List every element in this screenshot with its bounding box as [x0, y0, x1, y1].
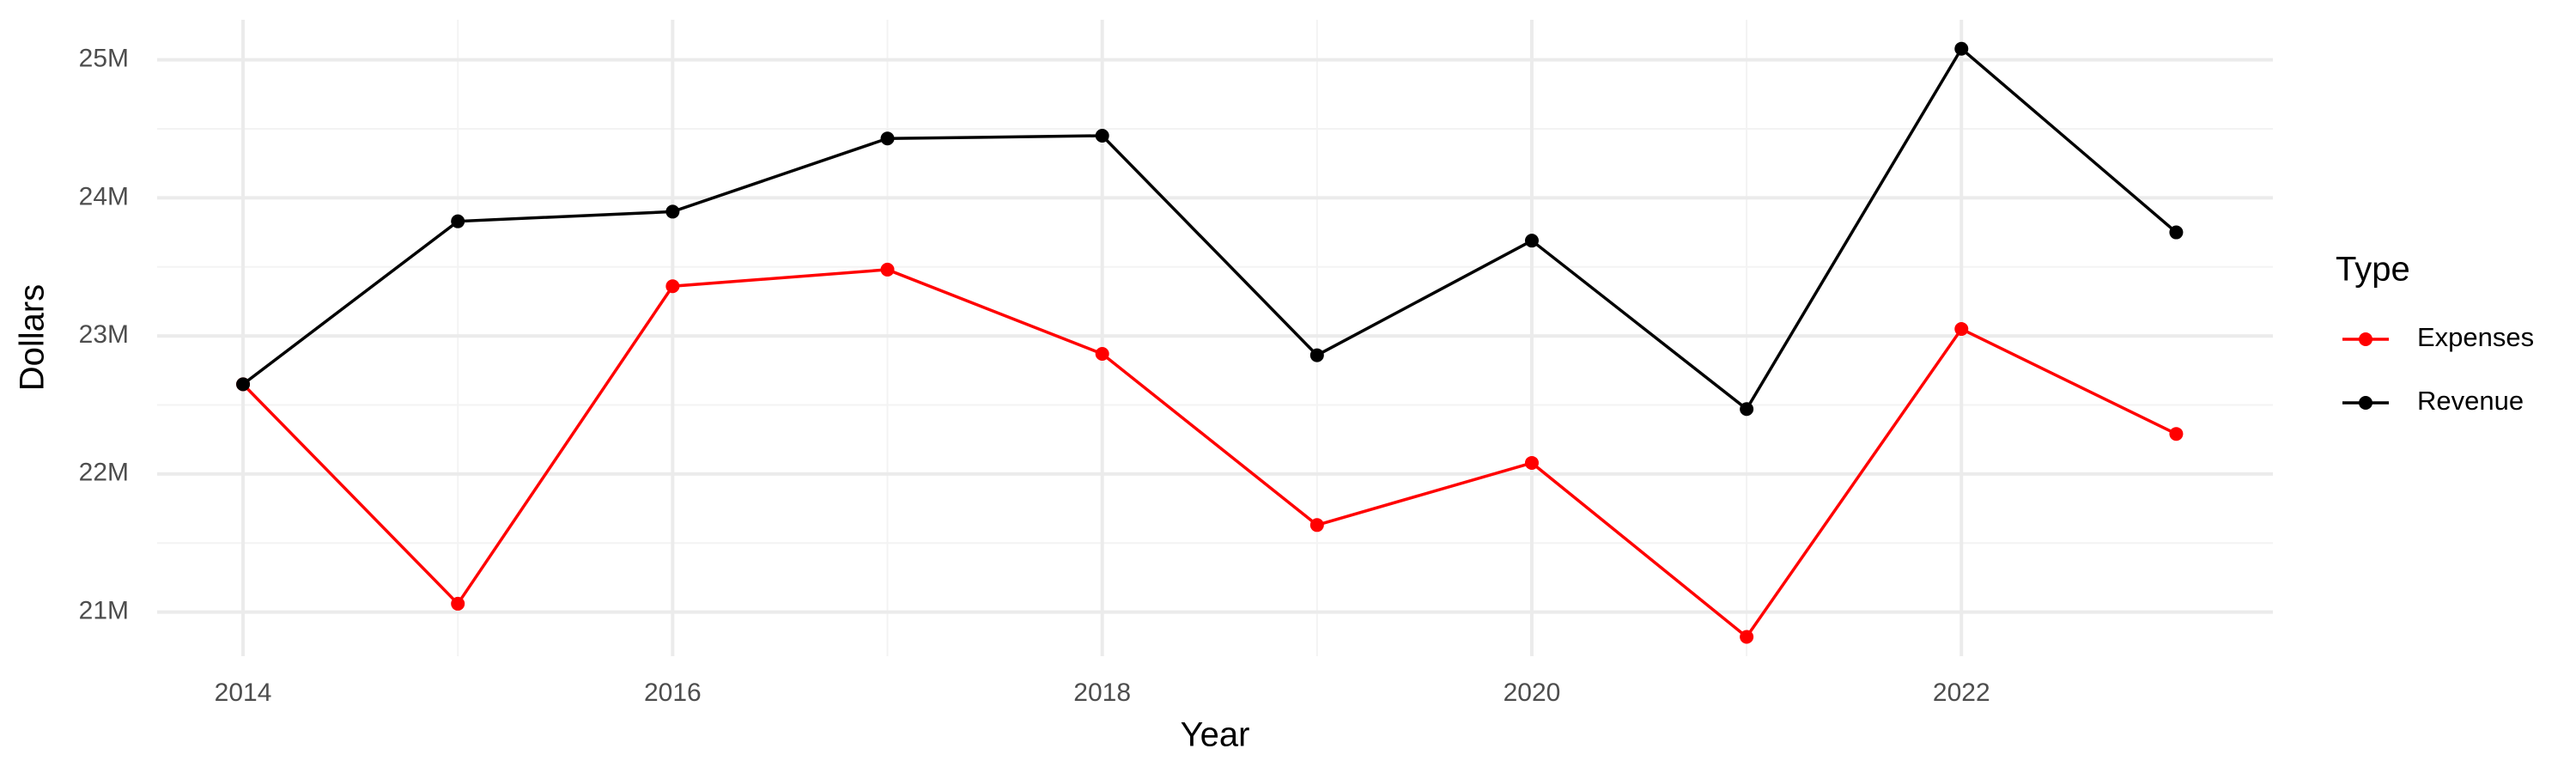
- data-point: [1740, 630, 1754, 644]
- legend-label: Expenses: [2417, 322, 2534, 352]
- series-line: [241, 268, 2178, 640]
- y-tick-label: 24M: [79, 182, 129, 210]
- y-tick-label: 21M: [79, 596, 129, 624]
- data-point: [1954, 322, 1969, 337]
- data-point: [1095, 129, 1109, 143]
- x-tick-label: 2016: [644, 679, 702, 707]
- x-tick-label: 2018: [1073, 679, 1131, 707]
- y-tick-label: 25M: [79, 45, 129, 73]
- y-axis-title: Dollars: [14, 284, 52, 391]
- y-tick-label: 22M: [79, 459, 129, 487]
- legend-label: Revenue: [2417, 386, 2524, 416]
- legend-title: Type: [2336, 251, 2410, 289]
- data-point: [1954, 41, 1969, 56]
- data-point: [1309, 518, 1324, 533]
- data-point: [1095, 346, 1109, 361]
- legend-key-point: [2359, 332, 2372, 346]
- data-point: [1740, 402, 1754, 417]
- data-point: [451, 596, 465, 611]
- y-tick-label: 23M: [79, 320, 129, 349]
- x-axis-title: Year: [1181, 716, 1250, 754]
- data-point: [451, 214, 465, 228]
- x-tick-label: 2014: [215, 679, 272, 707]
- legend-key-point: [2359, 396, 2372, 410]
- data-point: [1524, 455, 1539, 470]
- data-point: [1524, 234, 1539, 248]
- data-point: [236, 377, 251, 392]
- data-point: [880, 262, 895, 277]
- data-point: [665, 204, 680, 219]
- x-tick-label: 2020: [1504, 679, 1561, 707]
- series-line: [242, 46, 2178, 411]
- data-point: [1309, 348, 1324, 362]
- data-point: [880, 131, 895, 146]
- data-point: [2169, 225, 2184, 240]
- data-point: [2169, 427, 2184, 441]
- data-point: [665, 279, 680, 294]
- x-tick-label: 2022: [1933, 679, 1990, 707]
